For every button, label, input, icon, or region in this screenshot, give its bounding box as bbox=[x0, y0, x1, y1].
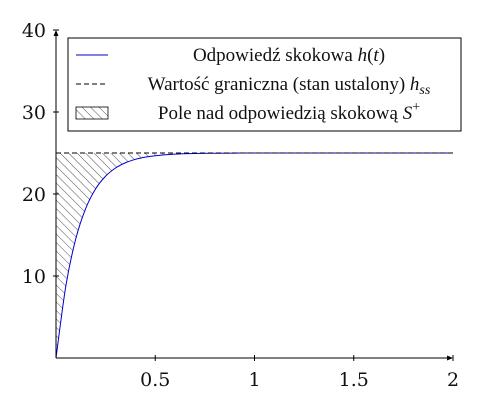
x-tick-label: 1 bbox=[248, 369, 260, 391]
x-axis-arrow bbox=[447, 355, 453, 361]
series-line-0 bbox=[56, 152, 453, 358]
legend-label: Pole nad odpowiedzią skokową S+ bbox=[158, 100, 420, 124]
y-tick-label: 10 bbox=[22, 266, 46, 288]
legend-entries: Odpowiedź skokowa h(t) Wartość graniczna … bbox=[75, 45, 431, 124]
area-layer bbox=[56, 153, 255, 358]
y-tick-label: 40 bbox=[22, 20, 46, 42]
ticks-layer: 0.5 1 1.5 2 10 20 30 40 bbox=[22, 20, 459, 391]
axes bbox=[53, 30, 453, 361]
legend-symbol-hatch bbox=[75, 106, 109, 120]
legend-label: Wartość graniczna (stan ustalony) hss bbox=[148, 74, 431, 98]
series-area-2 bbox=[56, 153, 255, 358]
y-tick-label: 30 bbox=[22, 102, 46, 124]
y-tick-label: 20 bbox=[22, 184, 46, 206]
legend-box bbox=[67, 37, 462, 132]
x-tick-label: 1.5 bbox=[339, 369, 369, 391]
legend-label: Odpowiedź skokowa h(t) bbox=[193, 45, 385, 66]
y-axis-arrow bbox=[53, 30, 59, 36]
x-tick-label: 2 bbox=[447, 369, 459, 391]
x-tick-label: 0.5 bbox=[140, 369, 170, 391]
legend: Odpowiedź skokowa h(t) Wartość graniczna … bbox=[67, 37, 462, 132]
line-layer bbox=[56, 152, 453, 358]
